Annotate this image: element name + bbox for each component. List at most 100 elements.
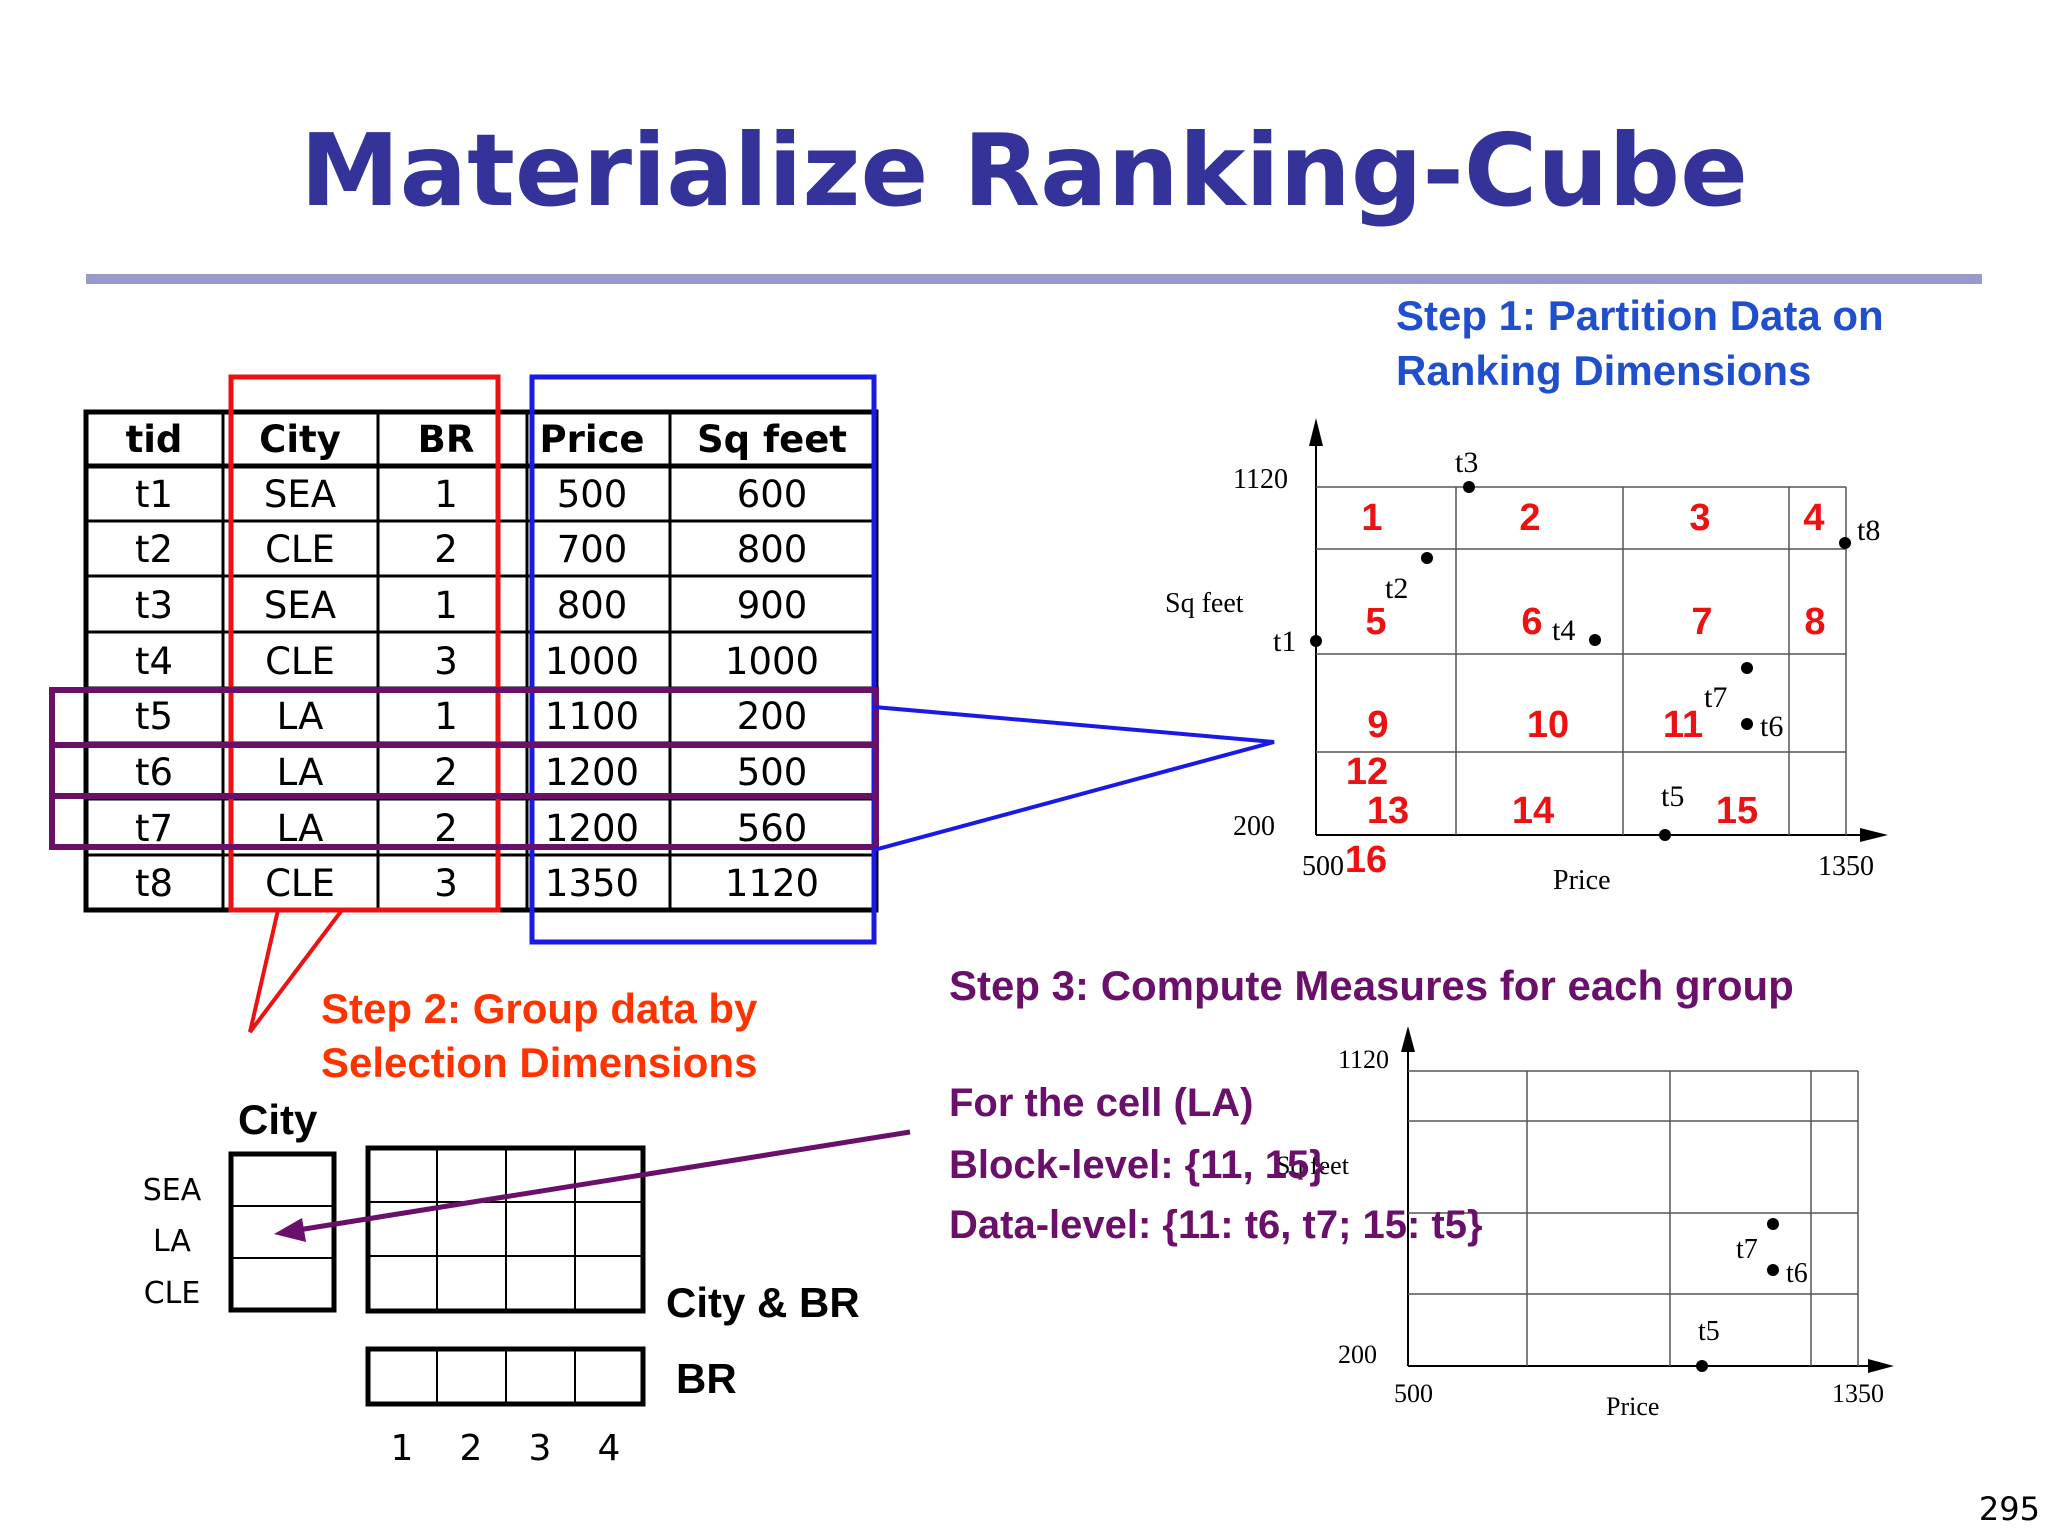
table-cell: CLE xyxy=(265,640,335,683)
block-number: 12 xyxy=(1346,751,1388,793)
table-cell: 2 xyxy=(434,751,458,794)
block-number: 6 xyxy=(1521,601,1542,643)
plot2-ymax-label: 1120 xyxy=(1338,1045,1389,1074)
table-cell: 1000 xyxy=(545,640,639,683)
plot1-y-arrow xyxy=(1309,418,1323,446)
cube-br-value: 1 xyxy=(391,1428,414,1469)
table-cell: 500 xyxy=(557,473,628,516)
table-cell: CLE xyxy=(265,528,335,571)
cube-br-label: BR xyxy=(676,1355,737,1402)
plot1-point-label: t7 xyxy=(1704,681,1727,714)
cube-city-value: LA xyxy=(153,1224,191,1259)
plot2-point xyxy=(1767,1264,1779,1276)
cube-city-label: City xyxy=(238,1096,318,1143)
plot1-point-label: t5 xyxy=(1661,780,1684,813)
cube-city-value: CLE xyxy=(144,1276,201,1311)
cube-city-value: SEA xyxy=(143,1173,202,1208)
table-cell: t6 xyxy=(135,751,173,794)
plot2-xmin-label: 500 xyxy=(1394,1379,1433,1408)
table-cell: t4 xyxy=(135,640,173,683)
table-cell: 1200 xyxy=(545,807,639,850)
table-cell: 1 xyxy=(434,473,458,516)
table-cell: 800 xyxy=(557,584,628,627)
la-cell-arrow-head xyxy=(274,1218,306,1242)
plot1-point xyxy=(1741,718,1753,730)
table-cell: SEA xyxy=(264,473,336,516)
step3-cell-label: For the cell (LA) xyxy=(949,1081,1253,1125)
plot2-xmax-label: 1350 xyxy=(1832,1379,1884,1408)
table-cell: LA xyxy=(277,807,324,850)
slide-title: Materialize Ranking-Cube xyxy=(300,112,1748,229)
ranking-callout-pointer xyxy=(873,705,1275,852)
step1-title-line1: Step 1: Partition Data on xyxy=(1396,292,1884,339)
block-number: 10 xyxy=(1527,704,1569,746)
plot1-xlabel: Price xyxy=(1553,865,1611,896)
block-number: 16 xyxy=(1345,839,1387,881)
partition-plot: 1120 200 Sq feet 500 1350 Price 1 2 3 4 … xyxy=(1165,418,1888,896)
plot1-xmax-label: 1350 xyxy=(1818,851,1874,882)
ranking-dims-highlight xyxy=(529,374,877,945)
plot1-point xyxy=(1421,552,1433,564)
plot1-point xyxy=(1659,829,1671,841)
table-cell: t5 xyxy=(135,695,173,738)
cube-br-value: 3 xyxy=(529,1428,552,1469)
plot1-point xyxy=(1310,635,1322,647)
city-cuboid xyxy=(228,1151,337,1313)
table-cell: 3 xyxy=(434,640,458,683)
table-cell: 1100 xyxy=(545,695,639,738)
table-cell: t1 xyxy=(135,473,173,516)
table-cell: 1120 xyxy=(725,862,819,905)
step3-block-level: Block-level: {11, 15} xyxy=(949,1143,1325,1187)
block-number: 14 xyxy=(1512,790,1554,832)
table-cell: 560 xyxy=(737,807,808,850)
table-cell: 1 xyxy=(434,584,458,627)
table-cell: CLE xyxy=(265,862,335,905)
block-number: 1 xyxy=(1361,497,1382,539)
table-cell: 1350 xyxy=(545,862,639,905)
la-cell-plot: 1120 200 Sq feet 500 1350 Price t5 t6 t7 xyxy=(1276,1026,1894,1421)
table-cell: 800 xyxy=(737,528,808,571)
cube-city-br-label: City & BR xyxy=(666,1279,860,1326)
step1-title-line2: Ranking Dimensions xyxy=(1396,347,1811,394)
plot1-ymin-label: 200 xyxy=(1233,811,1275,842)
table-cell: 1 xyxy=(434,695,458,738)
plot1-point-label: t8 xyxy=(1857,514,1880,547)
plot2-point xyxy=(1696,1360,1708,1372)
cube-br-value: 4 xyxy=(598,1428,621,1469)
table-cell: 3 xyxy=(434,862,458,905)
block-number: 7 xyxy=(1691,601,1712,643)
table-cell: 200 xyxy=(737,695,808,738)
table-cell: t2 xyxy=(135,528,173,571)
la-cell-arrow xyxy=(297,1129,911,1233)
block-number: 11 xyxy=(1663,704,1703,746)
table-cell: LA xyxy=(277,751,324,794)
block-number: 9 xyxy=(1367,704,1388,746)
page-number: 295 xyxy=(1978,1490,2040,1528)
plot1-point-label: t1 xyxy=(1273,625,1296,658)
table-header-tid: tid xyxy=(126,418,183,461)
table-cell: 700 xyxy=(557,528,628,571)
block-number: 15 xyxy=(1716,790,1758,832)
table-cell: 1200 xyxy=(545,751,639,794)
plot1-ymax-label: 1120 xyxy=(1233,464,1288,495)
plot2-point-label: t6 xyxy=(1786,1258,1808,1289)
plot1-point xyxy=(1839,537,1851,549)
table-header-br: BR xyxy=(418,418,475,461)
cube-br-value: 2 xyxy=(460,1428,483,1469)
plot1-point xyxy=(1589,634,1601,646)
plot1-point xyxy=(1741,662,1753,674)
table-cell: 2 xyxy=(434,807,458,850)
table-cell: 500 xyxy=(737,751,808,794)
step2-title-line2: Selection Dimensions xyxy=(321,1039,757,1086)
plot1-ylabel: Sq feet xyxy=(1165,588,1244,619)
table-cell: 2 xyxy=(434,528,458,571)
title-rule xyxy=(86,274,1982,284)
step3-data-level: Data-level: {11: t6, t7; 15: t5} xyxy=(949,1203,1483,1247)
table-header-city: City xyxy=(259,418,341,461)
plot2-point-label: t5 xyxy=(1698,1316,1720,1347)
step3-heading: Step 3: Compute Measures for each group xyxy=(949,962,1794,1009)
data-table: tid City BR Price Sq feet t1 SEA 1 500 6… xyxy=(49,374,879,945)
plot2-y-arrow xyxy=(1401,1026,1415,1052)
table-cell: 900 xyxy=(737,584,808,627)
block-number: 13 xyxy=(1367,790,1409,832)
